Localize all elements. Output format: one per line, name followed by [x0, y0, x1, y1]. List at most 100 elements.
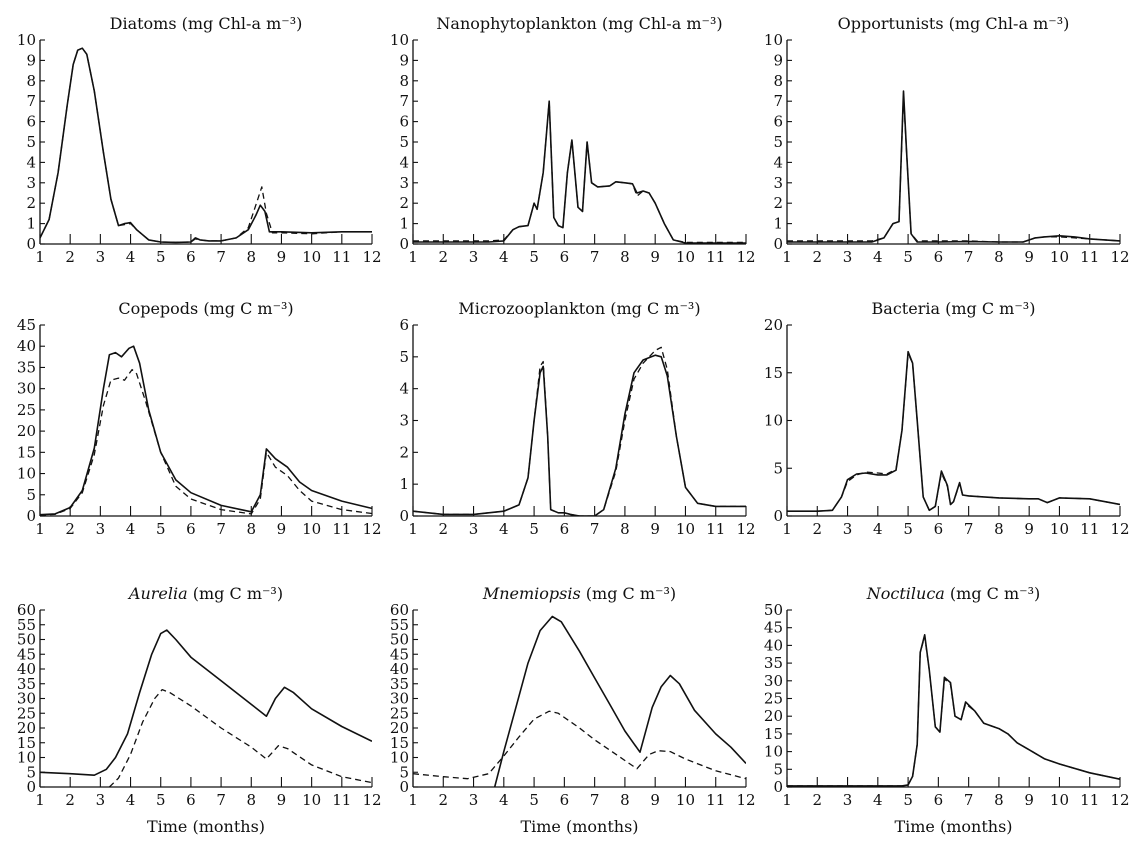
x-tick-label: 4	[499, 520, 509, 538]
panel-title-rest: (mg C m⁻³)	[188, 584, 283, 603]
x-tick-label: 7	[216, 791, 226, 809]
y-tick-label: 3	[399, 412, 409, 430]
series-line-solid	[413, 354, 746, 516]
y-tick-label: 9	[399, 51, 409, 69]
x-tick-label: 3	[469, 520, 479, 538]
x-tick-label: 10	[302, 520, 321, 538]
x-tick-label: 10	[676, 248, 695, 266]
y-tick-label: 15	[390, 734, 409, 752]
y-tick-label: 30	[17, 690, 36, 708]
y-tick-label: 40	[17, 337, 36, 355]
x-tick-label: 8	[620, 791, 630, 809]
x-tick-label: 9	[277, 520, 287, 538]
x-tick-label: 3	[469, 791, 479, 809]
series-line-dashed	[413, 710, 746, 780]
x-tick-label: 7	[590, 791, 600, 809]
y-tick-label: 2	[773, 194, 783, 212]
y-tick-label: 15	[764, 725, 783, 743]
y-tick-label: 10	[390, 749, 409, 767]
x-tick-label: 2	[438, 791, 448, 809]
x-tick-label: 3	[843, 791, 853, 809]
series-line-dashed	[787, 352, 1120, 512]
panel-title: Mnemiopsis (mg C m⁻³)	[482, 584, 676, 603]
x-tick-label: 6	[560, 248, 570, 266]
panel-title-italic: Noctiluca	[866, 584, 945, 603]
x-tick-label: 9	[650, 791, 660, 809]
y-tick-label: 9	[773, 51, 783, 69]
y-tick-label: 15	[17, 443, 36, 461]
x-tick-label: 7	[964, 520, 974, 538]
y-tick-label: 10	[764, 31, 783, 49]
y-tick-label: 8	[773, 72, 783, 90]
y-tick-label: 3	[26, 174, 36, 192]
y-tick-label: 20	[17, 719, 36, 737]
x-tick-label: 1	[408, 248, 418, 266]
x-tick-label: 10	[1050, 520, 1069, 538]
x-tick-label: 5	[903, 520, 913, 538]
series-line-solid	[40, 47, 372, 244]
x-tick-label: 12	[736, 791, 755, 809]
y-tick-label: 60	[17, 601, 36, 619]
panel-title-italic: Aurelia	[127, 584, 188, 603]
y-tick-label: 35	[17, 358, 36, 376]
x-tick-label: 2	[65, 520, 75, 538]
x-tick-label: 6	[186, 791, 196, 809]
panel-title: Microzooplankton (mg C m⁻³)	[458, 299, 700, 318]
y-tick-label: 50	[764, 601, 783, 619]
x-tick-label: 2	[438, 248, 448, 266]
x-tick-label: 1	[35, 520, 45, 538]
y-tick-label: 4	[399, 153, 409, 171]
series-line-solid	[787, 350, 1120, 512]
x-tick-label: 5	[156, 791, 166, 809]
x-tick-label: 2	[812, 248, 822, 266]
x-tick-label: 8	[994, 248, 1004, 266]
x-tick-label: 3	[843, 248, 853, 266]
x-tick-label: 3	[843, 520, 853, 538]
x-tick-label: 9	[1024, 791, 1034, 809]
series-line-dashed	[413, 346, 746, 516]
y-tick-label: 0	[399, 507, 409, 525]
y-tick-label: 3	[399, 174, 409, 192]
y-tick-label: 20	[764, 707, 783, 725]
y-tick-label: 2	[399, 194, 409, 212]
x-tick-label: 1	[782, 520, 792, 538]
x-tick-label: 11	[1080, 520, 1099, 538]
x-tick-label: 9	[1024, 248, 1034, 266]
x-tick-label: 6	[560, 791, 570, 809]
series-line-solid	[787, 634, 1120, 787]
x-tick-label: 9	[277, 791, 287, 809]
x-tick-label: 3	[96, 248, 106, 266]
x-tick-label: 6	[934, 248, 944, 266]
panel-title-rest: (mg C m⁻³)	[581, 584, 676, 603]
x-tick-label: 11	[706, 520, 725, 538]
series-line-dashed	[787, 635, 1120, 787]
y-tick-label: 55	[390, 616, 409, 634]
panel-title: Noctiluca (mg C m⁻³)	[866, 584, 1041, 603]
x-tick-label: 10	[676, 791, 695, 809]
y-tick-label: 2	[26, 194, 36, 212]
y-tick-label: 30	[390, 690, 409, 708]
y-tick-label: 15	[17, 734, 36, 752]
x-tick-label: 2	[65, 791, 75, 809]
x-tick-label: 5	[156, 248, 166, 266]
x-tick-label: 8	[620, 248, 630, 266]
series-line-dashed	[40, 47, 372, 244]
y-tick-label: 5	[26, 486, 36, 504]
series-line-solid	[493, 615, 746, 787]
y-tick-label: 1	[26, 215, 36, 233]
y-tick-label: 25	[17, 401, 36, 419]
x-tick-label: 8	[246, 791, 256, 809]
x-tick-label: 5	[903, 248, 913, 266]
y-tick-label: 50	[17, 631, 36, 649]
y-tick-label: 1	[399, 475, 409, 493]
x-tick-label: 5	[529, 248, 539, 266]
x-tick-label: 3	[469, 248, 479, 266]
series-line-dashed	[413, 100, 746, 244]
y-tick-label: 6	[26, 113, 36, 131]
x-tick-label: 11	[332, 791, 351, 809]
y-tick-label: 5	[399, 348, 409, 366]
